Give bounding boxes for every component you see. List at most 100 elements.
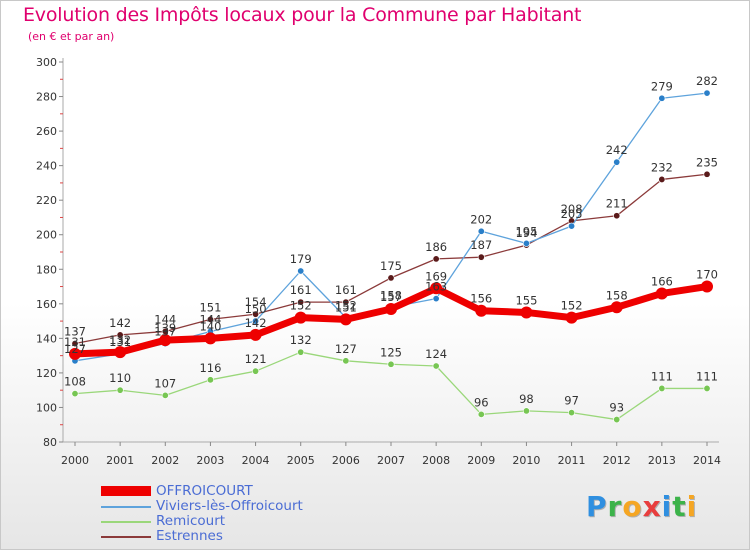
data-label-remicourt: 124 — [425, 347, 447, 361]
data-point-offroicourt — [430, 282, 443, 295]
data-label-offroicourt: 140 — [199, 319, 221, 333]
data-label-offroicourt: 157 — [380, 290, 402, 304]
data-point-offroicourt — [249, 328, 262, 341]
data-point-estrennes — [342, 298, 350, 306]
x-tick-label: 2000 — [61, 454, 89, 467]
legend-label: Viviers-lès-Offroicourt — [156, 498, 303, 514]
data-label-remicourt: 132 — [290, 333, 312, 347]
data-label-estrennes: 151 — [199, 300, 221, 314]
y-tick-label: 220 — [36, 194, 57, 207]
data-point-offroicourt — [385, 303, 397, 315]
data-point-offroicourt — [520, 306, 533, 319]
data-label-estrennes: 161 — [290, 283, 312, 297]
data-point-estrennes — [703, 170, 711, 178]
y-tick-label: 160 — [36, 298, 57, 311]
logo-letter: r — [607, 490, 623, 523]
y-tick-label: 180 — [36, 263, 57, 276]
data-label-viviers-l-s-offroicourt: 163 — [425, 280, 447, 294]
data-point-offroicourt — [294, 311, 307, 324]
data-label-viviers-l-s-offroicourt: 127 — [64, 342, 86, 356]
data-label-offroicourt: 152 — [290, 299, 312, 313]
y-tick-label: 300 — [36, 56, 57, 69]
data-label-offroicourt: 132 — [109, 333, 131, 347]
data-label-estrennes: 232 — [651, 160, 673, 174]
legend-label: OFFROICOURT — [156, 483, 253, 499]
x-tick-label: 2009 — [467, 454, 495, 467]
data-point-remicourt — [297, 348, 305, 356]
chart-title: Evolution des Impôts locaux pour la Comm… — [23, 4, 582, 26]
data-point-estrennes — [387, 274, 395, 282]
data-point-estrennes — [71, 340, 79, 348]
data-label-remicourt: 97 — [564, 394, 579, 408]
data-point-remicourt — [387, 360, 395, 368]
data-label-offroicourt: 131 — [64, 335, 86, 349]
logo-letter: i — [661, 490, 673, 523]
x-tick-label: 2008 — [422, 454, 450, 467]
data-label-remicourt: 93 — [609, 401, 624, 415]
x-tick-label: 2003 — [196, 454, 224, 467]
data-label-viviers-l-s-offroicourt: 282 — [696, 74, 718, 88]
data-label-offroicourt: 142 — [245, 316, 267, 330]
data-point-offroicourt — [610, 301, 623, 314]
data-label-remicourt: 96 — [474, 395, 489, 409]
data-label-viviers-l-s-offroicourt: 242 — [606, 143, 628, 157]
legend-label: Estrennes — [156, 528, 223, 544]
data-label-estrennes: 208 — [561, 202, 583, 216]
x-tick-label: 2013 — [648, 454, 676, 467]
data-point-remicourt — [252, 367, 260, 375]
y-tick-label: 80 — [43, 436, 57, 449]
data-point-offroicourt — [655, 287, 668, 300]
y-tick-label: 120 — [36, 367, 57, 380]
data-point-remicourt — [71, 390, 79, 398]
data-label-estrennes: 187 — [470, 238, 492, 252]
data-point-remicourt — [703, 384, 711, 392]
data-point-offroicourt — [69, 347, 81, 360]
data-label-remicourt: 111 — [696, 369, 718, 383]
data-point-estrennes — [613, 212, 621, 220]
data-label-offroicourt: 169 — [425, 269, 447, 283]
x-tick-label: 2012 — [603, 454, 631, 467]
legend-swatch — [101, 486, 151, 496]
data-label-estrennes: 194 — [515, 226, 537, 240]
data-point-remicourt — [161, 391, 169, 399]
logo-letter: x — [642, 490, 662, 523]
y-tick-label: 100 — [36, 401, 57, 414]
data-point-viviers-l-s-offroicourt — [477, 227, 485, 235]
data-label-estrennes: 161 — [335, 283, 357, 297]
data-point-remicourt — [206, 376, 214, 384]
data-label-remicourt: 121 — [245, 352, 267, 366]
data-point-estrennes — [432, 255, 440, 263]
legend-swatch — [101, 521, 151, 523]
data-label-viviers-l-s-offroicourt: 202 — [470, 212, 492, 226]
data-label-offroicourt: 151 — [335, 300, 357, 314]
data-point-remicourt — [522, 407, 530, 415]
data-label-estrennes: 154 — [245, 295, 267, 309]
data-label-viviers-l-s-offroicourt: 144 — [199, 312, 221, 326]
data-label-offroicourt: 166 — [651, 274, 673, 288]
data-point-estrennes — [116, 331, 124, 339]
data-point-viviers-l-s-offroicourt — [703, 89, 711, 97]
data-label-offroicourt: 155 — [515, 293, 537, 307]
data-point-viviers-l-s-offroicourt — [658, 94, 666, 102]
data-point-remicourt — [432, 362, 440, 370]
x-tick-label: 2002 — [151, 454, 179, 467]
x-tick-label: 2006 — [332, 454, 360, 467]
data-point-offroicourt — [701, 280, 713, 293]
data-label-remicourt: 116 — [199, 361, 221, 375]
data-point-offroicourt — [339, 313, 352, 326]
data-label-remicourt: 108 — [64, 375, 86, 389]
data-label-estrennes: 137 — [64, 325, 86, 339]
data-point-viviers-l-s-offroicourt — [568, 222, 576, 230]
logo-letter: o — [622, 490, 643, 523]
data-label-offroicourt: 156 — [470, 292, 492, 306]
x-tick-label: 2001 — [106, 454, 134, 467]
data-point-remicourt — [342, 357, 350, 365]
data-point-remicourt — [116, 386, 124, 394]
x-tick-label: 2010 — [512, 454, 540, 467]
data-label-viviers-l-s-offroicourt: 195 — [515, 224, 537, 238]
data-point-remicourt — [613, 416, 621, 424]
data-label-viviers-l-s-offroicourt: 152 — [335, 299, 357, 313]
y-tick-label: 280 — [36, 91, 57, 104]
x-tick-label: 2005 — [287, 454, 315, 467]
